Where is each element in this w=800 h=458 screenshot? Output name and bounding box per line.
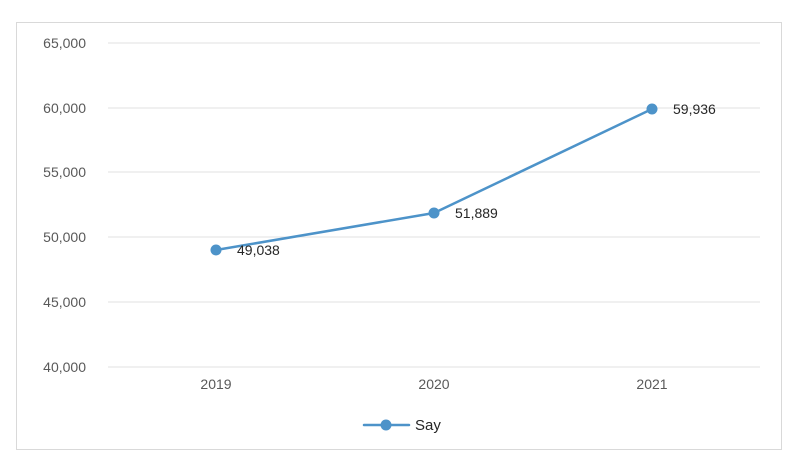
- svg-text:51,889: 51,889: [455, 205, 498, 221]
- svg-text:59,936: 59,936: [673, 101, 716, 117]
- svg-text:40,000: 40,000: [43, 359, 86, 375]
- svg-text:60,000: 60,000: [43, 100, 86, 116]
- svg-text:55,000: 55,000: [43, 164, 86, 180]
- svg-text:49,038: 49,038: [237, 242, 280, 258]
- svg-text:45,000: 45,000: [43, 294, 86, 310]
- svg-text:2021: 2021: [636, 376, 667, 392]
- svg-text:50,000: 50,000: [43, 229, 86, 245]
- svg-text:2020: 2020: [418, 376, 449, 392]
- svg-text:65,000: 65,000: [43, 35, 86, 51]
- svg-text:Say: Say: [415, 417, 441, 434]
- svg-text:2019: 2019: [200, 376, 231, 392]
